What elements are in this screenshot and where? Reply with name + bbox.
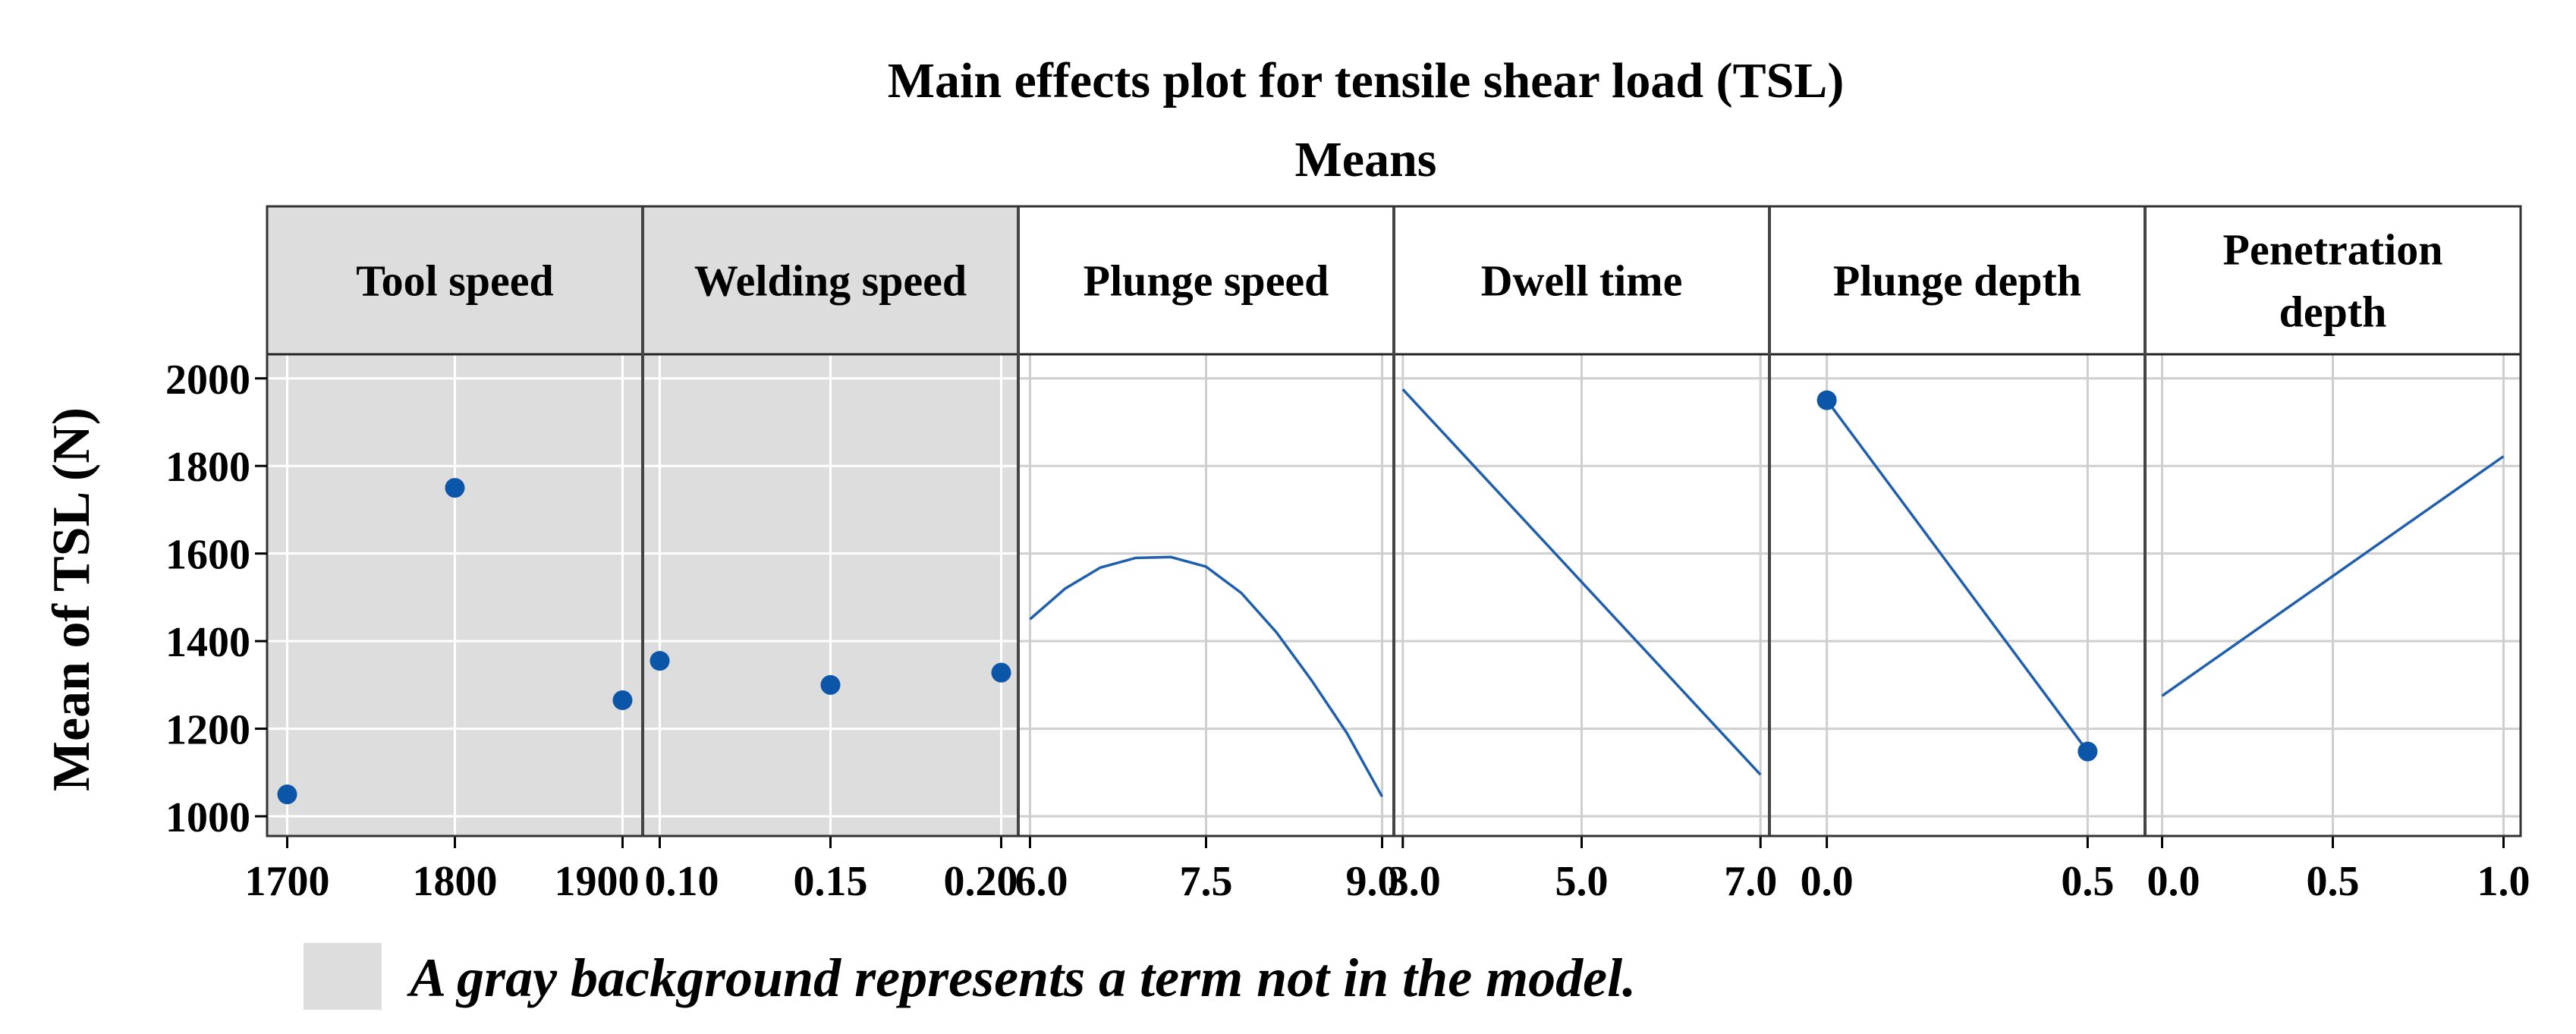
x-tick-label: 0.5 xyxy=(2061,858,2114,905)
x-tick-label: 9.0 xyxy=(1346,858,1399,905)
plot-frame xyxy=(266,205,2522,838)
series-line xyxy=(2161,455,2505,697)
y-axis-label: Mean of TSL (N) xyxy=(42,407,101,791)
series-line xyxy=(1401,388,1762,776)
y-tick-label: 1200 xyxy=(165,707,250,754)
x-tick-label: 0.0 xyxy=(1801,858,1854,905)
x-tick-label: 7.5 xyxy=(1180,858,1233,905)
panel-header-label: Tool speed xyxy=(356,256,554,306)
chart-subtitle: Means xyxy=(1295,132,1437,187)
series-line xyxy=(1029,555,1384,797)
x-tick-label: 1900 xyxy=(554,858,639,905)
legend: A gray background represents a term not … xyxy=(304,943,1636,1010)
panel-header-label: Dwell time xyxy=(1481,256,1683,306)
x-tick-label: 0.5 xyxy=(2307,858,2360,905)
gray-background-swatch xyxy=(304,943,382,1010)
data-point xyxy=(445,478,465,498)
panel-welding-speed: Welding speed 0.10 0.15 0.20 xyxy=(641,206,1018,905)
panel-tool-speed: Tool speed 1700 1800 1900 xyxy=(245,206,643,905)
y-tick-label: 1000 xyxy=(165,794,250,841)
y-tick-label: 2000 xyxy=(165,357,250,404)
y-axis: 1000 1200 1400 1600 1800 2000 xyxy=(165,357,267,841)
panel-header-label: Welding speed xyxy=(694,256,967,306)
panel-background xyxy=(1769,206,2145,836)
panel-plunge-speed: Plunge speed 6.0 7.5 9.0 xyxy=(1014,206,1399,905)
chart-title: Main effects plot for tensile shear load… xyxy=(888,53,1845,108)
x-tick-label: 1800 xyxy=(413,858,498,905)
x-tick-label: 5.0 xyxy=(1555,858,1609,905)
data-point xyxy=(991,662,1011,683)
series-line xyxy=(1826,399,2089,753)
panel-plunge-depth: Plunge depth 0.0 0.5 xyxy=(1768,206,2145,905)
y-tick-label: 1600 xyxy=(165,532,250,579)
x-tick-label: 7.0 xyxy=(1724,858,1777,905)
panel-header-label: Penetration xyxy=(2223,225,2443,275)
panel-penetration-depth: Penetration depth 0.0 0.5 1.0 xyxy=(2144,206,2530,905)
data-point xyxy=(2077,741,2098,762)
x-tick-label: 6.0 xyxy=(1014,858,1068,905)
x-tick-label: 1.0 xyxy=(2477,858,2530,905)
x-tick-label: 0.15 xyxy=(794,858,868,905)
data-point xyxy=(820,674,841,695)
y-tick-label: 1800 xyxy=(165,444,250,491)
data-point xyxy=(612,690,633,711)
x-tick-label: 0.20 xyxy=(944,858,1018,905)
x-tick-label: 0.0 xyxy=(2147,858,2200,905)
y-tick-label: 1400 xyxy=(165,619,250,666)
x-tick-label: 1700 xyxy=(245,858,330,905)
panel-dwell-time: Dwell time 3.0 5.0 7.0 xyxy=(1388,206,1777,905)
panel-header-label: depth xyxy=(2279,288,2387,337)
legend-note: A gray background represents a term not … xyxy=(407,948,1636,1008)
data-point xyxy=(1816,390,1837,410)
x-tick-label: 0.10 xyxy=(645,858,719,905)
panel-header-label: Plunge speed xyxy=(1084,256,1329,306)
data-point xyxy=(650,651,670,671)
panels-group: Tool speed 1700 1800 1900 Welding speed 0.10 0… xyxy=(245,205,2530,905)
data-point xyxy=(277,784,297,805)
x-tick-label: 3.0 xyxy=(1388,858,1441,905)
panel-header-label: Plunge depth xyxy=(1833,256,2081,306)
